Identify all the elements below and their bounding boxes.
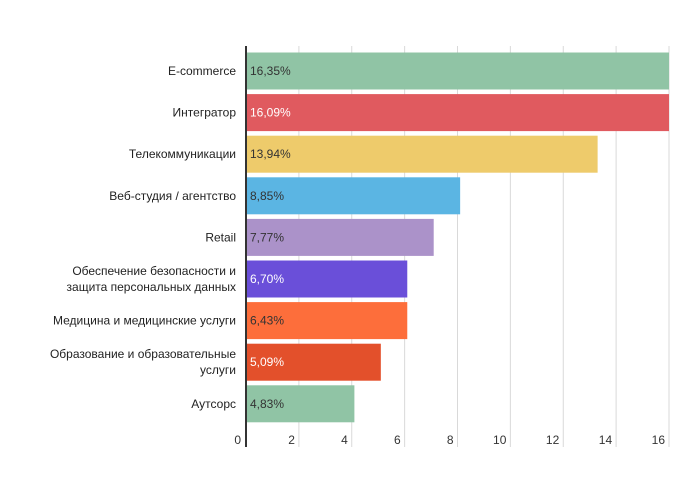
x-tick-label: 6 bbox=[394, 433, 401, 447]
data-label: 13,94% bbox=[250, 147, 291, 161]
data-label: 4,83% bbox=[250, 397, 284, 411]
bar bbox=[247, 94, 669, 132]
category-labels: E-commerce Интегратор Телекоммуникации Веб-… bbox=[50, 64, 236, 411]
x-tick-label: 4 bbox=[341, 433, 348, 447]
bar bbox=[247, 52, 669, 90]
category-label: Веб-студия / агентство bbox=[109, 189, 236, 203]
data-label: 5,09% bbox=[250, 355, 284, 369]
x-tick-label: 8 bbox=[447, 433, 454, 447]
category-label: E-commerce bbox=[168, 64, 236, 78]
category-label: Образование и образовательные услуги bbox=[50, 347, 236, 377]
data-label: 8,85% bbox=[250, 189, 284, 203]
category-label: Телекоммуникации bbox=[129, 147, 236, 161]
category-label: Аутсорс bbox=[191, 397, 236, 411]
x-tick-label: 12 bbox=[546, 433, 560, 447]
bar bbox=[247, 177, 461, 215]
data-label: 16,35% bbox=[250, 64, 291, 78]
data-label: 16,09% bbox=[250, 106, 291, 120]
bar bbox=[247, 260, 408, 298]
x-tick-label: 0 bbox=[234, 433, 241, 447]
bar bbox=[247, 135, 598, 173]
category-label: Интегратор bbox=[173, 106, 237, 120]
x-axis-ticks: 0 2 4 6 8 10 12 14 16 bbox=[234, 433, 665, 447]
data-label: 6,43% bbox=[250, 314, 284, 328]
data-label: 7,77% bbox=[250, 230, 284, 244]
x-tick-label: 2 bbox=[288, 433, 295, 447]
category-label: Retail bbox=[205, 230, 236, 244]
x-tick-label: 10 bbox=[493, 433, 507, 447]
bars bbox=[247, 52, 669, 423]
bar bbox=[247, 302, 408, 340]
bar bbox=[247, 385, 355, 423]
category-label: Обеспечение безопасности и защита персона… bbox=[67, 264, 236, 294]
data-label: 6,70% bbox=[250, 272, 284, 286]
bar bbox=[247, 218, 434, 256]
category-label: Медицина и медицинские услуги bbox=[53, 314, 236, 328]
x-tick-label: 14 bbox=[599, 433, 613, 447]
data-labels: 16,35% 16,09% 13,94% 8,85% 7,77% 6,70% 6,43% 5,… bbox=[250, 64, 291, 411]
x-tick-label: 16 bbox=[652, 433, 666, 447]
bar bbox=[247, 343, 381, 381]
